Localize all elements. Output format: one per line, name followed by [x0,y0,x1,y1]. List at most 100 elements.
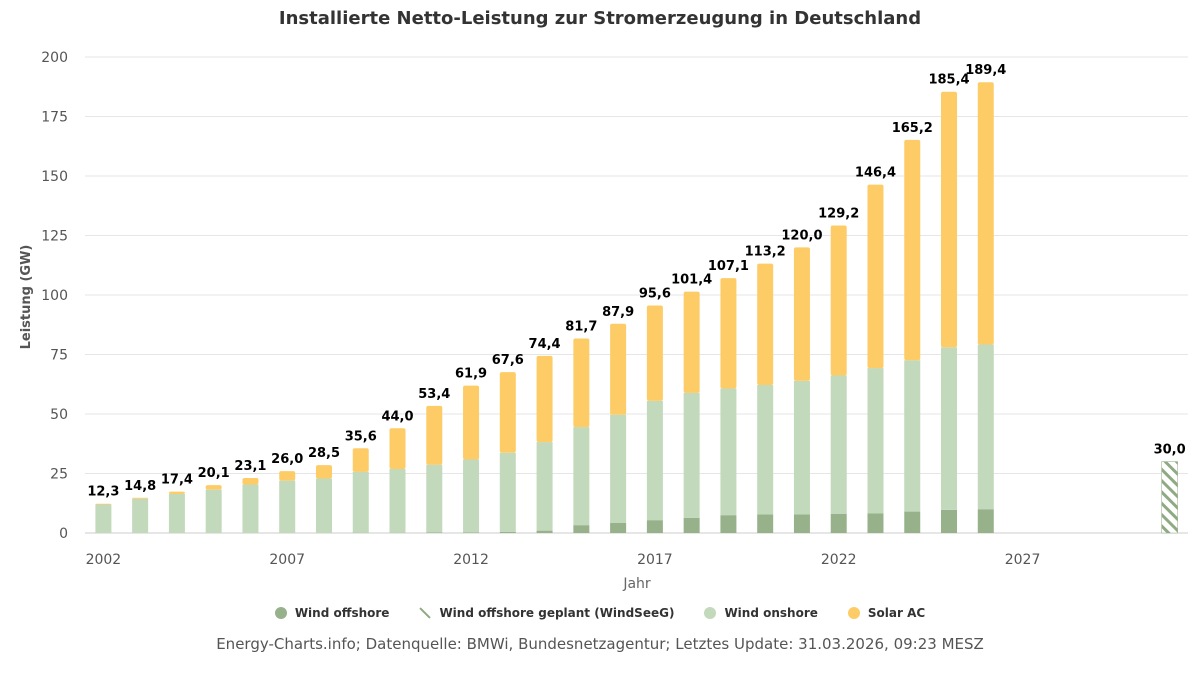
bar-segment [720,515,737,533]
bar-segment [242,478,259,485]
bar-segment [573,525,590,533]
bar-segment [426,464,443,533]
data-label: 53,4 [418,387,450,402]
legend-label: Wind onshore [724,606,818,620]
bar-segment [389,468,406,533]
grid-lines [85,56,1188,534]
y-tick-label: 75 [50,348,68,364]
data-label-planned: 30,0 [1154,443,1186,458]
bar-segment [499,531,516,533]
data-label: 129,2 [818,207,859,222]
bar-segment [279,480,296,533]
data-label: 185,4 [928,73,969,88]
y-tick-label: 125 [41,229,68,245]
legend: Wind offshore Wind offshore geplant (Win… [0,606,1200,620]
legend-marker-wind-onshore [704,607,717,619]
bar-segment [757,514,774,533]
data-label: 23,1 [234,459,266,474]
data-label: 189,4 [965,63,1006,78]
bar-segment [757,263,774,385]
bar-segment [941,509,958,533]
bar-segment [536,442,553,531]
bar-planned [1161,461,1178,534]
bar-segment [867,368,884,514]
data-label: 81,7 [565,320,597,335]
data-label: 44,0 [381,409,413,424]
y-tick-label: 200 [41,50,68,66]
legend-item-wind-offshore[interactable]: Wind offshore [274,606,390,620]
bar-segment [168,491,185,494]
bar-segment [977,82,994,345]
bar-segment [352,471,369,533]
data-label: 120,0 [781,228,822,243]
bar-segment [536,530,553,533]
bar-segment [793,514,810,533]
data-label: 113,2 [745,245,786,260]
bar-segment [646,520,663,533]
data-label: 146,4 [855,166,896,181]
data-label: 26,0 [271,452,303,467]
legend-marker-solar-ac [847,607,860,619]
bar-segment [720,278,737,389]
bar-segment [977,344,994,510]
x-tick-label: 2022 [821,552,857,568]
chart-area: 12,3 14,8 17,4 20,1 23,1 26,0 28,5 35,6 44,0 53,4… [19,50,1188,592]
bar-segment [463,459,480,533]
data-label: 101,4 [671,273,712,288]
legend-label: Wind offshore [294,606,390,620]
bar-segment [573,427,590,526]
bar-segment [463,532,480,533]
bar-segment [242,484,259,533]
legend-label: Wind offshore geplant (WindSeeG) [439,606,675,620]
bar-segment [352,448,369,472]
bar-segment [867,184,884,369]
y-tick-label: 100 [41,288,68,304]
bar-segment [95,504,112,533]
bar-segment [499,452,516,532]
legend-marker-hatch [419,607,431,619]
x-tick-label: 2027 [1005,552,1041,568]
data-labels: 12,3 14,8 17,4 20,1 23,1 26,0 28,5 35,6 44,0 53,4… [87,63,1185,499]
legend-item-solar-ac[interactable]: Solar AC [847,606,925,620]
x-tick-label: 2012 [453,552,489,568]
legend-marker-wind-offshore [274,607,287,619]
bar-segment [279,471,296,481]
bar-segment [646,305,663,401]
x-axis-title: Jahr [622,576,651,592]
bar-segment [95,503,112,505]
bar-segment [315,478,332,533]
bar-segment [610,414,627,524]
y-tick-label: 150 [41,169,68,185]
x-tick-label: 2007 [269,552,305,568]
data-label: 74,4 [529,337,561,352]
data-label: 61,9 [455,367,487,382]
bar-segment [904,360,921,512]
axes: 0 25 50 75 100 125 150 175 200 2002 2007 2012 2017 20… [41,50,1040,568]
data-label: 14,8 [124,479,156,494]
data-label: 28,5 [308,446,340,461]
x-tick-label: 2017 [637,552,673,568]
bar-segment [683,392,700,518]
chart-title: Installierte Netto-Leistung zur Stromerz… [278,8,922,29]
bar-segment [132,497,149,499]
bar-segment [867,513,884,533]
data-label: 95,6 [639,286,671,301]
legend-item-wind-offshore-planned[interactable]: Wind offshore geplant (WindSeeG) [419,606,674,620]
data-label: 20,1 [198,466,230,481]
legend-item-wind-onshore[interactable]: Wind onshore [704,606,818,620]
data-label: 165,2 [892,121,933,136]
bars [95,82,1178,534]
bar-segment [977,509,994,533]
bar-segment [573,338,590,428]
bar-segment [168,493,185,533]
bar-segment [793,247,810,381]
bar-segment [830,225,847,376]
y-tick-label: 175 [41,110,68,126]
bar-segment [389,428,406,469]
data-label: 87,9 [602,305,634,320]
bar-segment [132,498,149,533]
x-tick-label: 2002 [86,552,122,568]
y-axis-title: Leistung (GW) [19,245,34,350]
bar-segment [904,511,921,533]
y-tick-label: 25 [50,467,68,483]
